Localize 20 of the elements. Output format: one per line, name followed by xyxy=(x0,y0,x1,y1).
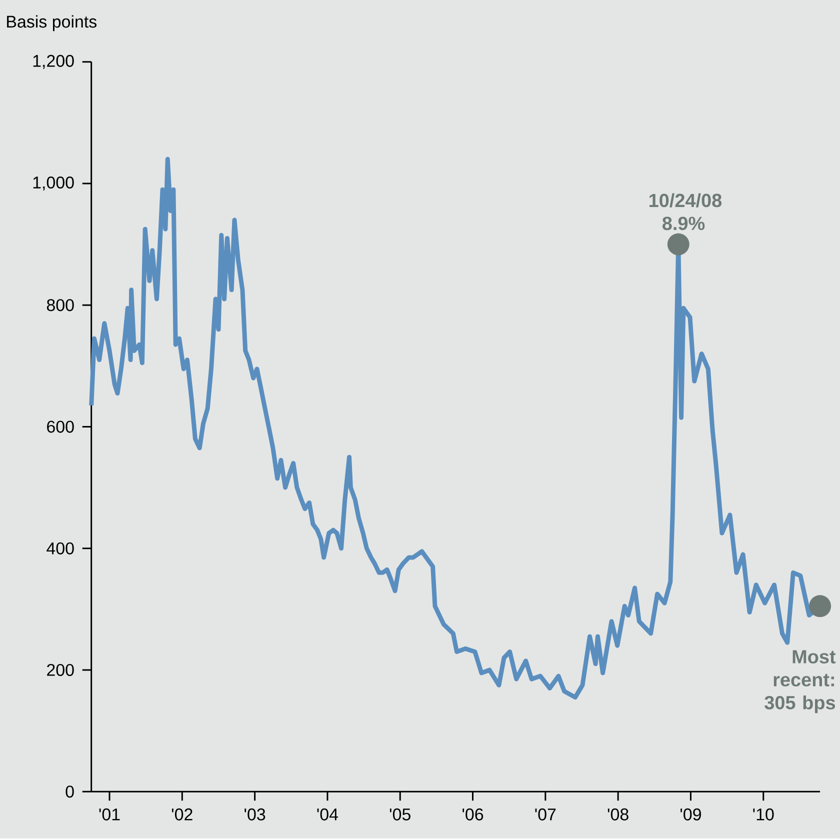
y-tick-label: 600 xyxy=(47,420,74,433)
y-tick-label: 1,200 xyxy=(33,55,74,70)
x-tick-label: '01 xyxy=(99,808,120,821)
annotation: Most recent: 305 bps xyxy=(764,650,836,714)
x-tick-label: '03 xyxy=(244,808,266,821)
y-tick-label: 0 xyxy=(66,786,74,798)
x-tick-label: '07 xyxy=(535,808,556,821)
y-tick-label: 400 xyxy=(46,542,74,555)
x-tick-label: '04 xyxy=(317,808,338,821)
x-tick-label: '05 xyxy=(390,808,410,821)
y-axis-title: Basis points xyxy=(7,16,97,32)
x-tick-label: '09 xyxy=(680,808,701,821)
y-tick-label: 1,000 xyxy=(33,176,74,191)
y-tick-label: 200 xyxy=(47,664,74,676)
x-tick-label: '10 xyxy=(753,808,774,821)
annotation: 10/24/08 8.9% xyxy=(650,193,722,230)
x-tick-label: '08 xyxy=(608,808,628,821)
x-tick-label: '02 xyxy=(172,808,192,821)
x-tick-label: '06 xyxy=(462,808,484,821)
y-tick-label: 800 xyxy=(46,299,74,312)
